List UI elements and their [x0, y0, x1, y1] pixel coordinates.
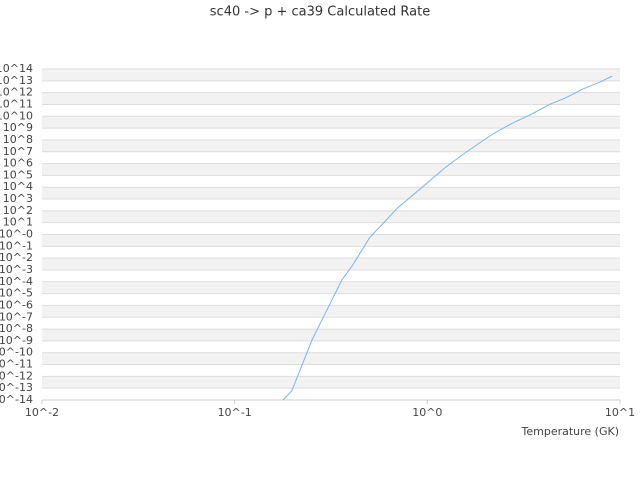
y-tick-label: 10^10: [0, 109, 33, 122]
series-line: [282, 75, 613, 400]
grid-band: [42, 92, 620, 105]
y-tick-label: 10^8: [3, 133, 33, 146]
y-tick-label: 10^-14: [0, 393, 33, 406]
grid-band: [42, 163, 620, 176]
grid-band: [42, 352, 620, 365]
grid-band: [42, 305, 620, 318]
y-tick-label: 10^14: [0, 62, 33, 75]
chart-title: sc40 -> p + ca39 Calculated Rate: [210, 5, 430, 20]
y-tick-label: 10^-11: [0, 358, 33, 371]
grid-band: [42, 376, 620, 389]
y-tick-label: 10^-12: [0, 369, 33, 382]
grid-band: [42, 116, 620, 129]
y-tick-label: 10^7: [3, 145, 33, 158]
grid-band: [42, 281, 620, 294]
y-tick-label: 10^12: [0, 86, 33, 99]
grid-band: [42, 187, 620, 200]
y-tick-label: 10^3: [3, 192, 33, 205]
y-tick-label: 10^-10: [0, 346, 33, 359]
y-tick-label: 10^-4: [0, 275, 33, 288]
grid-band: [42, 69, 620, 81]
y-tick-label: 10^-0: [0, 228, 33, 241]
y-tick-label: 10^1: [3, 216, 33, 229]
y-tick-label: 10^13: [0, 74, 33, 87]
y-tick-label: 10^-1: [0, 239, 33, 252]
y-tick-label: 10^11: [0, 97, 33, 110]
grid-band: [42, 139, 620, 152]
grid-band: [42, 258, 620, 270]
background-bands: [42, 69, 620, 389]
y-tick-label: 10^9: [3, 121, 33, 134]
y-tick-label: 10^-7: [0, 310, 33, 323]
y-tick-label: 10^-9: [0, 334, 33, 347]
y-tick-label: 10^5: [3, 168, 33, 181]
y-tick-label: 10^-6: [0, 298, 33, 311]
grid-band: [42, 234, 620, 247]
x-tick-label: 10^-1: [218, 406, 252, 419]
y-tick-label: 10^6: [3, 157, 33, 170]
grid-band: [42, 329, 620, 341]
y-tick-label: 10^-8: [0, 322, 33, 335]
y-tick-label: 10^4: [3, 180, 33, 193]
y-tick-label: 10^-5: [0, 287, 33, 300]
y-tick-label: 10^-3: [0, 263, 33, 276]
y-tick-label: 10^-13: [0, 381, 33, 394]
x-tick-label: 10^1: [605, 406, 635, 419]
x-tick-label: 10^-2: [25, 406, 59, 419]
grid-band: [42, 210, 620, 223]
y-tick-label: 10^-2: [0, 251, 33, 264]
x-axis-label: Temperature (GK): [521, 425, 620, 438]
y-tick-label: 10^2: [3, 204, 33, 217]
x-tick-label: 10^0: [412, 406, 442, 419]
